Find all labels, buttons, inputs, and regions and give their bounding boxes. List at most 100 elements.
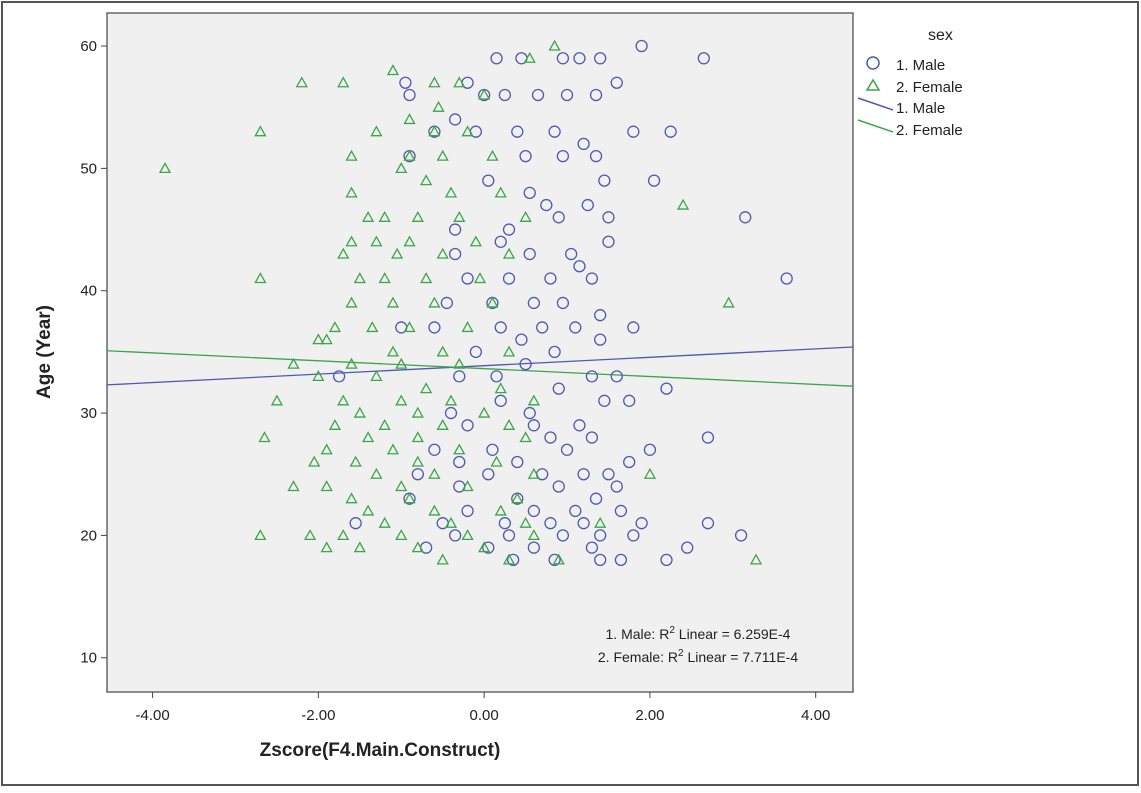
female-point [420, 382, 433, 394]
male-point [552, 382, 565, 395]
male-point [701, 517, 715, 530]
female-point [345, 492, 358, 504]
female-point [519, 210, 532, 222]
female-point [303, 529, 317, 541]
female-point [395, 357, 408, 369]
female-point [395, 162, 408, 174]
female-point [403, 321, 416, 333]
male-point [523, 406, 536, 420]
male-point [589, 492, 603, 505]
legend-male-line [857, 97, 894, 111]
female-point [345, 186, 358, 198]
male-point [448, 247, 462, 261]
female-point [428, 125, 441, 137]
female-point [527, 394, 540, 406]
female-point [254, 272, 267, 284]
legend-male-line-label: 1. Male [896, 100, 945, 117]
male-point [594, 553, 607, 567]
male-point [610, 370, 623, 383]
male-point [780, 272, 793, 285]
female-point [411, 210, 424, 222]
x-axis-label: Zscore(F4.Main.Construct) [260, 740, 501, 761]
male-point [697, 52, 710, 65]
x-tick-label: 4.00 [801, 707, 830, 724]
female-point [411, 431, 424, 443]
female-point [411, 455, 424, 467]
female-point [486, 296, 499, 308]
female-point [469, 235, 482, 247]
male-point [453, 370, 466, 383]
male-point [594, 333, 607, 346]
female-point [494, 504, 507, 516]
male-point [544, 431, 557, 444]
male-point [448, 223, 462, 236]
x-tick-label: -2.00 [301, 707, 335, 724]
female-point [428, 76, 441, 88]
female-point [527, 467, 540, 479]
female-point [486, 149, 499, 161]
female-point [353, 541, 366, 553]
female-point [295, 76, 308, 88]
male-fit-line [106, 346, 854, 386]
female-point [395, 529, 408, 541]
male-point [494, 321, 507, 334]
female-point [370, 467, 383, 479]
female-point [548, 39, 561, 51]
male-point [581, 198, 594, 212]
male-point [544, 272, 557, 285]
female-point [453, 357, 466, 369]
male-point [544, 517, 557, 530]
female-point [403, 492, 416, 504]
male-point [411, 468, 424, 481]
female-point [594, 516, 607, 528]
female-point [287, 480, 300, 492]
male-point [577, 468, 590, 481]
female-point [308, 455, 321, 467]
female-point [320, 443, 333, 455]
male-point [569, 321, 582, 334]
female-point [395, 480, 408, 492]
female-point [337, 247, 350, 259]
male-point [527, 419, 541, 432]
female-point [337, 529, 350, 541]
male-point [527, 296, 541, 310]
female-point [511, 492, 524, 504]
female-point [345, 235, 358, 247]
male-point [507, 553, 520, 567]
plot-area [106, 12, 854, 693]
female-point [312, 370, 325, 382]
male-point [610, 76, 623, 89]
male-point [643, 443, 657, 456]
male-point [444, 406, 458, 420]
male-point [527, 504, 541, 518]
female-point [444, 394, 458, 406]
female-point [353, 272, 366, 284]
male-point [527, 541, 541, 554]
female-point [403, 113, 416, 125]
female-point [287, 357, 300, 369]
y-tick-label: 40 [80, 283, 97, 300]
legend-female-marker [865, 78, 881, 91]
female-point [453, 210, 466, 222]
male-point [490, 52, 503, 65]
male-point [623, 394, 636, 407]
male-point [585, 541, 599, 554]
male-point [428, 321, 441, 334]
male-point [602, 468, 615, 481]
female-point [395, 394, 408, 406]
x-tick-label: -4.00 [135, 707, 169, 724]
male-point [627, 321, 640, 334]
male-point [573, 419, 586, 432]
female-point [403, 235, 416, 247]
female-point [270, 394, 284, 406]
male-point [594, 529, 607, 542]
female-point [436, 247, 449, 259]
male-point [490, 370, 503, 383]
male-point [519, 357, 532, 371]
male-point [349, 517, 362, 530]
female-point [312, 333, 325, 345]
legend: sex 1. Male 2. Female 1. Male 2. Female [857, 27, 963, 139]
male-point [332, 370, 346, 383]
male-point [594, 52, 607, 65]
legend-female-label: 2. Female [896, 79, 963, 96]
